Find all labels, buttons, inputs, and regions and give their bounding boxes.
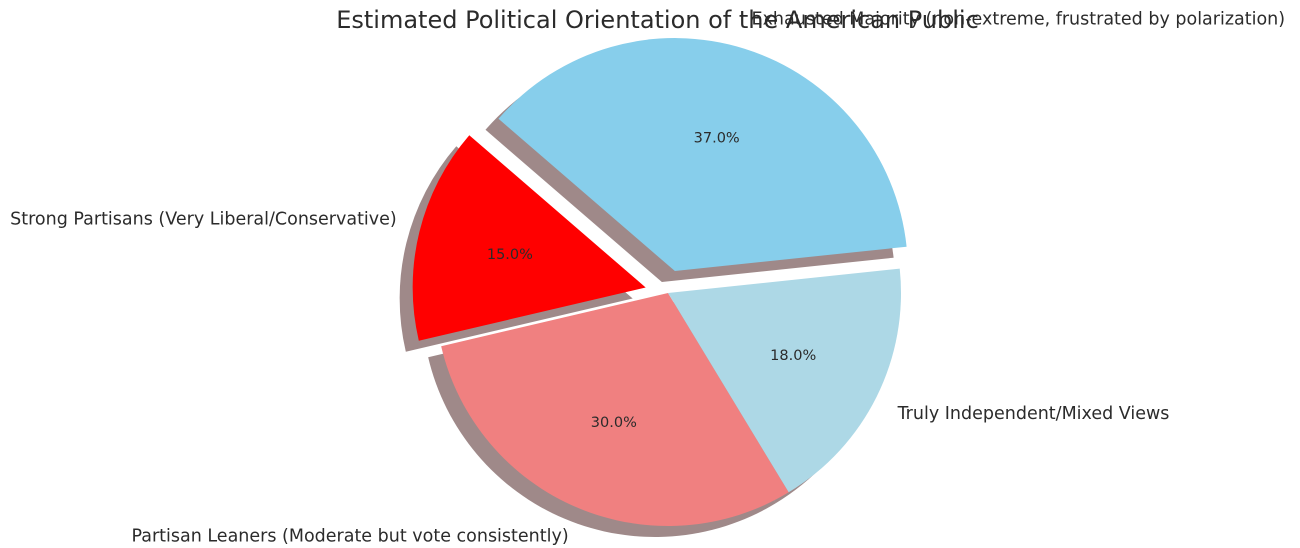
pie-slice-partisan-leaners-moderate <box>441 293 789 527</box>
pct-label-partisan-leaners-moderate: 30.0% <box>591 415 637 431</box>
pie-slice-exhausted-majority-non <box>498 38 907 272</box>
pct-label-strong-partisans-very: 15.0% <box>487 247 533 263</box>
pie-slices <box>412 38 907 527</box>
pie-slice-strong-partisans-very <box>412 135 646 341</box>
slice-label-truly-independent-mixed: Truly Independent/Mixed Views <box>897 404 1170 424</box>
chart-title: Estimated Political Orientation of the A… <box>336 6 979 34</box>
pct-label-exhausted-majority-non: 37.0% <box>694 131 740 147</box>
slice-label-exhausted-majority-non: Exhausted Majority (non-extreme, frustra… <box>752 9 1286 29</box>
slice-label-strong-partisans-very: Strong Partisans (Very Liberal/Conservat… <box>10 209 397 229</box>
slice-labels: 37.0% Exhausted Majority (non-extreme, fr… <box>10 9 1285 546</box>
pct-label-truly-independent-mixed: 18.0% <box>770 348 816 364</box>
pie-slice-truly-independent-mixed <box>668 268 901 493</box>
slice-label-partisan-leaners-moderate: Partisan Leaners (Moderate but vote cons… <box>131 526 568 546</box>
